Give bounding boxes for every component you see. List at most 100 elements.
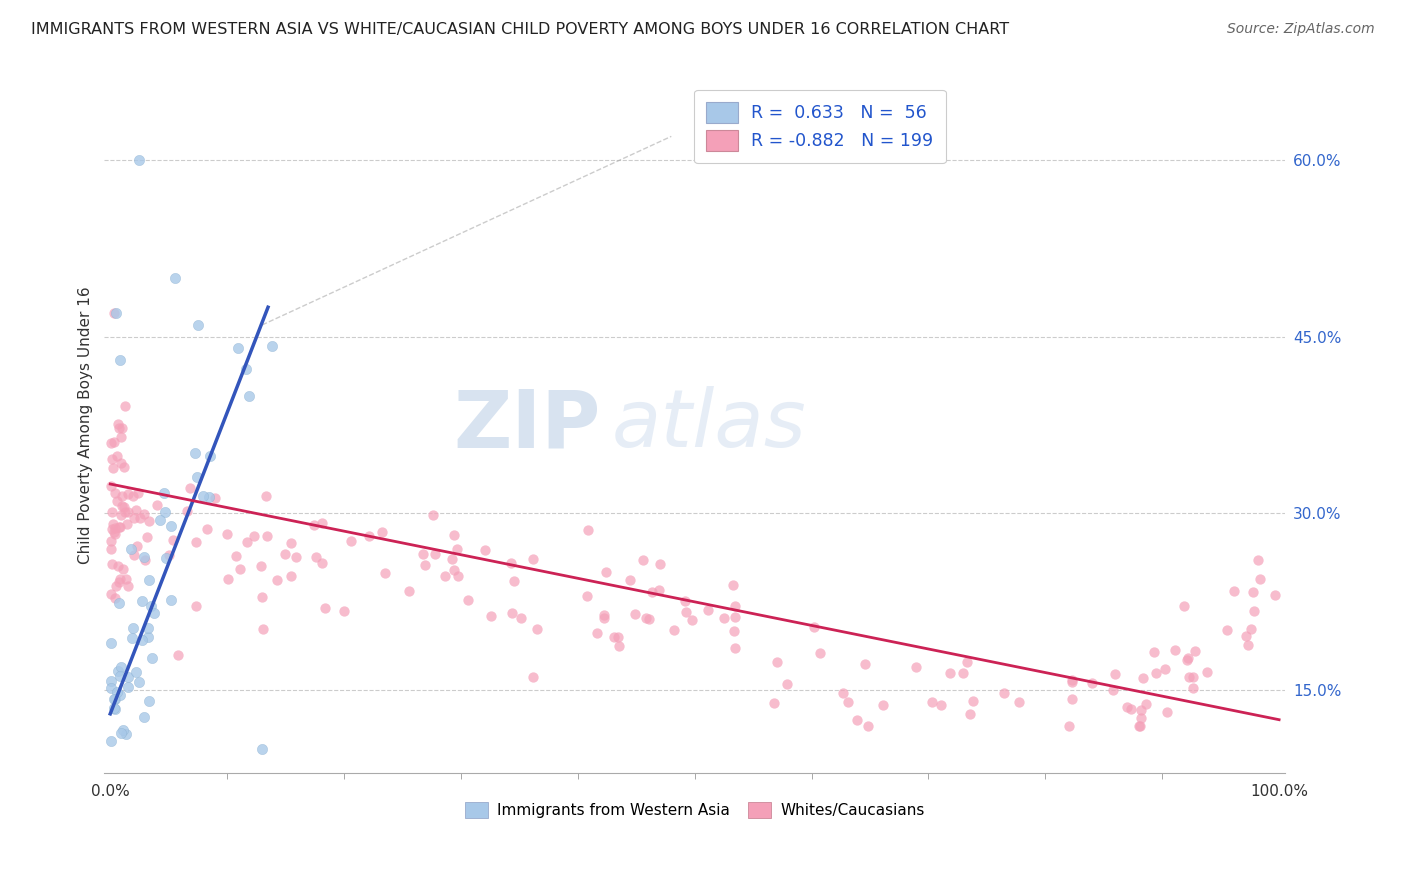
Point — [107, 417, 129, 431]
Point — [474, 543, 496, 558]
Point — [808, 646, 831, 660]
Point — [134, 553, 156, 567]
Point — [633, 552, 655, 566]
Point — [713, 611, 735, 625]
Point — [104, 702, 127, 716]
Point — [111, 489, 134, 503]
Point — [110, 726, 132, 740]
Point — [607, 639, 630, 653]
Point — [921, 695, 943, 709]
Point — [1057, 718, 1080, 732]
Point — [100, 435, 122, 450]
Point — [959, 707, 981, 722]
Point — [104, 485, 127, 500]
Point — [111, 499, 134, 513]
Point — [138, 694, 160, 708]
Point — [186, 535, 208, 549]
Point — [650, 557, 672, 571]
Point — [853, 657, 876, 672]
Point — [1129, 718, 1152, 732]
Point — [1216, 624, 1239, 638]
Point — [103, 701, 125, 715]
Point — [136, 621, 159, 635]
Point — [956, 656, 979, 670]
Point — [256, 528, 278, 542]
Point — [340, 534, 363, 549]
Point — [225, 549, 247, 563]
Point — [765, 655, 787, 669]
Point — [186, 470, 208, 484]
Point — [110, 572, 132, 586]
Point — [128, 511, 150, 525]
Point — [479, 609, 502, 624]
Point — [724, 599, 747, 614]
Point — [114, 399, 136, 413]
Point — [135, 530, 157, 544]
Point — [146, 498, 169, 512]
Point — [374, 566, 396, 580]
Point — [117, 680, 139, 694]
Point — [195, 522, 218, 536]
Point — [108, 520, 131, 534]
Point — [576, 589, 599, 603]
Point — [103, 524, 125, 539]
Point — [132, 710, 155, 724]
Point — [681, 613, 703, 627]
Point — [592, 611, 614, 625]
Point — [412, 547, 434, 561]
Point — [413, 558, 436, 573]
Point — [100, 681, 122, 695]
Point — [526, 622, 548, 636]
Point — [167, 648, 190, 662]
Point — [832, 685, 855, 699]
Point — [101, 452, 124, 467]
Point — [184, 599, 207, 614]
Point — [107, 665, 129, 679]
Point — [179, 481, 201, 495]
Point — [127, 485, 149, 500]
Point — [157, 548, 180, 562]
Text: IMMIGRANTS FROM WESTERN ASIA VS WHITE/CAUCASIAN CHILD POVERTY AMONG BOYS UNDER 1: IMMIGRANTS FROM WESTERN ASIA VS WHITE/CA… — [31, 22, 1010, 37]
Point — [204, 491, 226, 505]
Point — [1062, 673, 1084, 688]
Point — [858, 718, 880, 732]
Point — [993, 686, 1015, 700]
Point — [103, 306, 125, 320]
Point — [638, 611, 661, 625]
Point — [696, 603, 718, 617]
Point — [112, 459, 135, 474]
Point — [952, 665, 974, 680]
Point — [163, 270, 186, 285]
Point — [1223, 583, 1246, 598]
Point — [100, 734, 122, 748]
Point — [1116, 700, 1139, 714]
Point — [176, 504, 198, 518]
Point — [254, 489, 277, 503]
Point — [155, 551, 177, 566]
Point — [1240, 623, 1263, 637]
Point — [673, 594, 696, 608]
Point — [662, 624, 685, 638]
Point — [138, 574, 160, 588]
Point — [929, 698, 952, 712]
Point — [138, 514, 160, 528]
Point — [1173, 599, 1195, 613]
Point — [1121, 702, 1143, 716]
Point — [120, 541, 142, 556]
Point — [117, 670, 139, 684]
Point — [619, 573, 641, 587]
Point — [1143, 645, 1166, 659]
Point — [250, 590, 273, 604]
Point — [273, 547, 295, 561]
Point — [1181, 681, 1204, 695]
Point — [100, 533, 122, 548]
Point — [443, 527, 465, 541]
Point — [593, 607, 616, 622]
Point — [1178, 670, 1201, 684]
Point — [110, 660, 132, 674]
Point — [131, 633, 153, 648]
Point — [107, 421, 129, 435]
Point — [159, 592, 181, 607]
Point — [110, 456, 132, 470]
Point — [127, 539, 149, 553]
